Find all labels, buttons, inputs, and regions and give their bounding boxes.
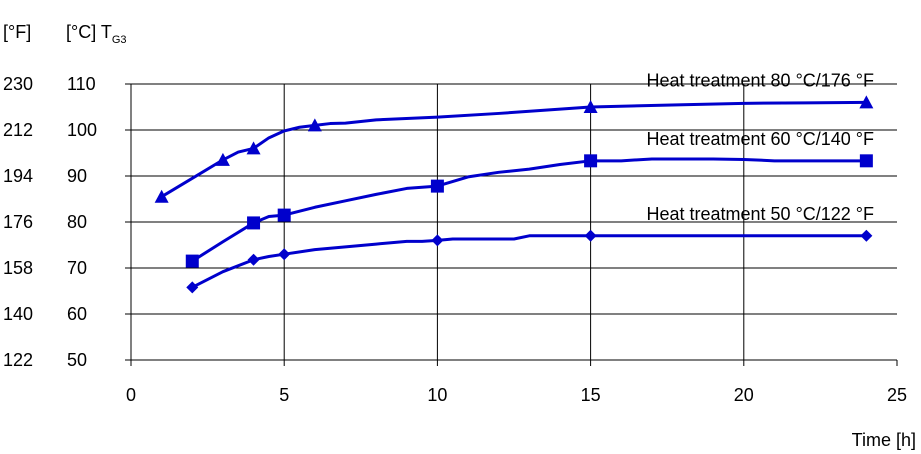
data-series [154, 95, 874, 294]
square-marker [277, 208, 291, 222]
series-diamond [186, 229, 873, 294]
tick-labels: 0 5 10 15 20 25 110 230 100 212 90 194 80 176 70 158 60 1… [3, 74, 907, 405]
y-tick-label-fahrenheit: 230 [3, 74, 33, 94]
triangle-marker [215, 152, 230, 166]
y-tick-label-fahrenheit: 176 [3, 212, 33, 232]
y-axis-celsius-prefix: [°C] T [66, 22, 112, 42]
diamond-marker [584, 229, 597, 242]
diamond-marker [431, 234, 444, 247]
diamond-marker [186, 281, 199, 294]
y-tick-label-celsius: 90 [67, 166, 87, 186]
grid-lines [131, 83, 897, 360]
y-tick-label-fahrenheit: 212 [3, 120, 33, 140]
axes [125, 83, 898, 366]
y-tick-label-fahrenheit: 140 [3, 304, 33, 324]
square-marker [247, 216, 261, 230]
x-tick-label: 5 [279, 385, 289, 405]
y-tick-label-celsius: 100 [67, 120, 97, 140]
series-label: Heat treatment 60 °C/140 °F [646, 129, 874, 149]
square-marker [859, 154, 873, 168]
square-marker [584, 154, 598, 168]
x-tick-label: 0 [126, 385, 136, 405]
y-axis-celsius-subscript: G3 [112, 34, 127, 46]
series-square [185, 154, 873, 268]
square-marker [185, 254, 199, 268]
x-tick-label: 10 [427, 385, 447, 405]
series-labels: Heat treatment 80 °C/176 °F Heat treatmen… [646, 70, 874, 223]
y-tick-label-fahrenheit: 122 [3, 350, 33, 370]
y-tick-label-celsius: 50 [67, 350, 87, 370]
diamond-marker [860, 229, 873, 242]
series-triangle [154, 95, 874, 203]
series-label: Heat treatment 80 °C/176 °F [646, 70, 874, 90]
y-tick-label-celsius: 60 [67, 304, 87, 324]
triangle-marker [307, 118, 322, 132]
y-tick-label-fahrenheit: 194 [3, 166, 33, 186]
diamond-marker [247, 253, 260, 266]
square-marker [430, 179, 444, 193]
diamond-marker [278, 248, 291, 261]
series-line [160, 100, 868, 199]
x-axis-title: Time [h] [852, 430, 916, 450]
y-tick-label-celsius: 80 [67, 212, 87, 232]
y-tick-label-celsius: 70 [67, 258, 87, 278]
triangle-marker [246, 141, 261, 155]
triangle-marker [154, 189, 169, 203]
triangle-marker [583, 100, 598, 113]
y-tick-label-celsius: 110 [67, 74, 96, 94]
x-tick-label: 20 [734, 385, 754, 405]
y-axis-unit-celsius: [°C] TG3 [66, 22, 127, 46]
y-axis-unit-fahrenheit: [°F] [3, 22, 31, 42]
triangle-marker [859, 95, 874, 109]
x-tick-label: 15 [581, 385, 601, 405]
y-tick-label-fahrenheit: 158 [3, 258, 33, 278]
x-tick-label: 25 [887, 385, 907, 405]
series-line [190, 234, 868, 289]
series-label: Heat treatment 50 °C/122 °F [646, 204, 874, 224]
